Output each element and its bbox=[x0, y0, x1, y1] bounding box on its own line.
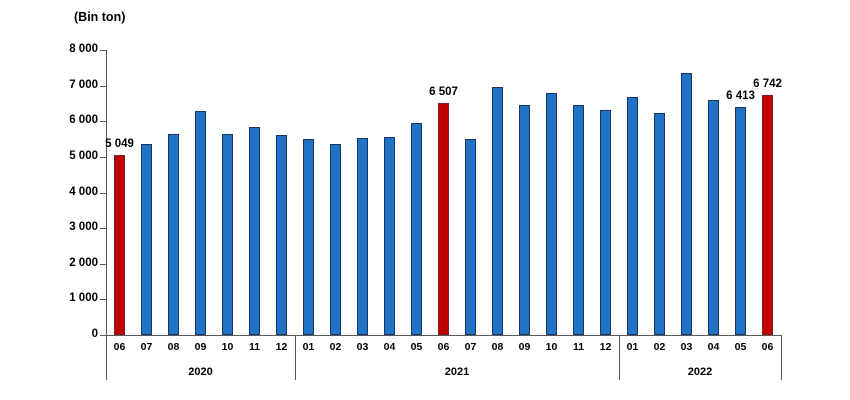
x-axis-month-label: 12 bbox=[599, 341, 612, 353]
bar-2020-07 bbox=[141, 144, 152, 335]
y-axis-tick bbox=[100, 50, 106, 51]
y-axis-tick bbox=[100, 121, 106, 123]
x-axis-month-label: 06 bbox=[761, 341, 774, 353]
y-axis-tick-label: 1 000 bbox=[69, 292, 98, 305]
bar-2022-02 bbox=[654, 112, 665, 335]
y-axis-tick-label: 4 000 bbox=[69, 185, 98, 198]
bar-2021-03 bbox=[357, 138, 368, 335]
x-axis-month-label: 07 bbox=[464, 341, 477, 353]
bar-2021-08 bbox=[492, 87, 503, 335]
x-axis-month-label: 09 bbox=[518, 341, 531, 353]
bar-2022-04 bbox=[708, 100, 719, 335]
x-axis-month-label: 12 bbox=[275, 341, 288, 353]
x-axis-year-label: 2022 bbox=[687, 366, 713, 378]
x-axis-month-label: 04 bbox=[707, 341, 720, 353]
x-axis-month-label: 03 bbox=[680, 341, 693, 353]
x-axis-month-label: 10 bbox=[545, 341, 558, 353]
bar-2021-07 bbox=[465, 139, 476, 335]
bar-2021-11 bbox=[573, 104, 584, 335]
y-axis-tick-label: 6 000 bbox=[69, 114, 98, 127]
x-axis-month-label: 07 bbox=[140, 341, 153, 353]
x-axis-line bbox=[106, 335, 782, 336]
x-axis-month-label: 04 bbox=[383, 341, 396, 353]
y-axis-tick-label: 0 bbox=[91, 328, 98, 340]
x-axis-month-label: 05 bbox=[734, 341, 747, 353]
x-axis-month-label: 11 bbox=[572, 341, 585, 353]
bar-2020-09 bbox=[195, 110, 206, 335]
x-axis-month-label: 08 bbox=[167, 341, 180, 353]
bar-2021-06 bbox=[438, 103, 449, 335]
y-axis-tick-label: 8 000 bbox=[69, 43, 98, 55]
x-axis-month-label: 10 bbox=[221, 341, 234, 353]
bar-2021-10 bbox=[546, 92, 557, 335]
y-axis-tick bbox=[100, 228, 106, 230]
y-axis-unit-label: (Bin ton) bbox=[74, 10, 126, 24]
bar-2022-06 bbox=[762, 94, 773, 335]
x-axis-year-label: 2020 bbox=[188, 366, 213, 378]
x-axis-month-label: 11 bbox=[248, 341, 261, 353]
bar-value-label: 5 049 bbox=[105, 138, 134, 151]
bar-2022-05 bbox=[735, 106, 746, 335]
y-axis-tick-label: 2 000 bbox=[69, 256, 98, 269]
x-axis-year-label: 2021 bbox=[444, 366, 470, 378]
bar-2020-10 bbox=[222, 134, 233, 335]
bar-2021-02 bbox=[330, 143, 341, 335]
year-divider bbox=[781, 335, 782, 380]
y-axis-tick-label: 3 000 bbox=[69, 221, 98, 234]
bar-2021-05 bbox=[411, 122, 422, 335]
y-axis-tick bbox=[100, 85, 106, 87]
bar-value-label: 6 413 bbox=[726, 89, 755, 102]
y-axis-tick-label: 7 000 bbox=[69, 78, 98, 91]
year-divider bbox=[619, 335, 620, 380]
x-axis-month-label: 08 bbox=[491, 341, 504, 353]
bar-2021-09 bbox=[519, 105, 530, 335]
bar-value-label: 6 742 bbox=[753, 77, 782, 90]
y-axis-tick-label: 5 000 bbox=[69, 149, 98, 162]
y-axis-tick bbox=[100, 263, 106, 265]
year-divider bbox=[295, 335, 296, 380]
x-axis-month-label: 05 bbox=[410, 341, 423, 353]
bar-2022-03 bbox=[681, 72, 692, 335]
x-axis-month-label: 02 bbox=[329, 341, 342, 353]
y-axis-tick bbox=[100, 299, 106, 301]
x-axis-month-label: 06 bbox=[437, 341, 450, 353]
bar-2021-04 bbox=[384, 136, 395, 335]
bar-2021-01 bbox=[303, 139, 314, 335]
x-axis-month-label: 03 bbox=[356, 341, 369, 353]
bar-value-label: 6 507 bbox=[429, 86, 458, 99]
x-axis-month-label: 09 bbox=[194, 341, 207, 353]
bar-2020-11 bbox=[249, 126, 260, 335]
bar-2020-12 bbox=[276, 134, 287, 335]
x-axis-month-label: 06 bbox=[113, 341, 126, 353]
y-axis-tick bbox=[100, 156, 106, 158]
bar-2022-01 bbox=[627, 97, 638, 335]
bar-2020-08 bbox=[168, 134, 179, 335]
bar-2020-06 bbox=[114, 155, 125, 335]
x-axis-month-label: 01 bbox=[302, 341, 315, 353]
x-axis-month-label: 01 bbox=[626, 341, 639, 353]
y-axis-tick bbox=[100, 335, 106, 336]
bar-2021-12 bbox=[600, 110, 611, 335]
x-axis-month-label: 02 bbox=[653, 341, 666, 353]
y-axis-line bbox=[106, 50, 107, 380]
y-axis-tick bbox=[100, 192, 106, 194]
